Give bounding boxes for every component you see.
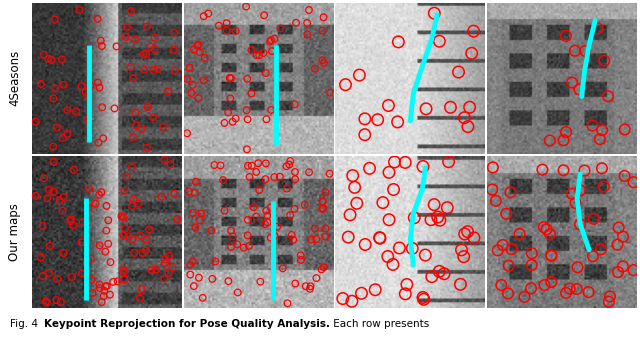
Text: Each row presents: Each row presents	[330, 319, 429, 329]
Text: Keypoint Reprojection for Pose Quality Analysis.: Keypoint Reprojection for Pose Quality A…	[44, 319, 330, 329]
Text: Fig. 4: Fig. 4	[10, 319, 44, 329]
Text: 4Seasons: 4Seasons	[8, 50, 21, 106]
Text: Our maps: Our maps	[8, 203, 21, 261]
